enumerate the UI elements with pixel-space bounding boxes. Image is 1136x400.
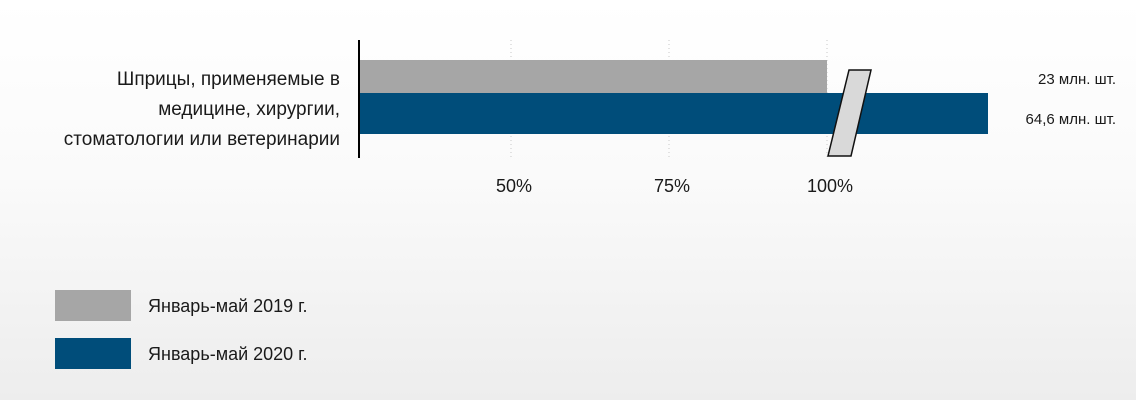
x-tick-labels: 50% 75% 100%: [496, 176, 853, 196]
data-label: 23 млн. шт.: [1038, 71, 1116, 88]
category-label-line: Шприцы, применяемые в: [117, 69, 340, 90]
bars: [359, 60, 988, 134]
category-label: Шприцы, применяемые в медицине, хирургии,…: [64, 69, 340, 150]
legend-swatch: [55, 338, 131, 369]
category-label-line: медицине, хирургии,: [158, 99, 340, 120]
axis-break-marker: [827, 69, 872, 157]
x-tick-label: 75%: [654, 176, 690, 196]
legend-swatch: [55, 290, 131, 321]
value-labels: 23 млн. шт. 64,6 млн. шт.: [1026, 71, 1116, 128]
legend-label: Январь-май 2019 г.: [148, 296, 308, 316]
legend: Январь-май 2019 г. Январь-май 2020 г.: [55, 290, 308, 369]
bar-2019: [359, 60, 827, 93]
x-tick-label: 50%: [496, 176, 532, 196]
x-tick-label: 100%: [807, 176, 853, 196]
bar-2020: [359, 93, 988, 134]
category-label-line: стоматологии или ветеринарии: [64, 129, 340, 150]
legend-label: Январь-май 2020 г.: [148, 344, 308, 364]
data-label: 64,6 млн. шт.: [1026, 111, 1116, 128]
axis-break-shape: [827, 69, 872, 157]
